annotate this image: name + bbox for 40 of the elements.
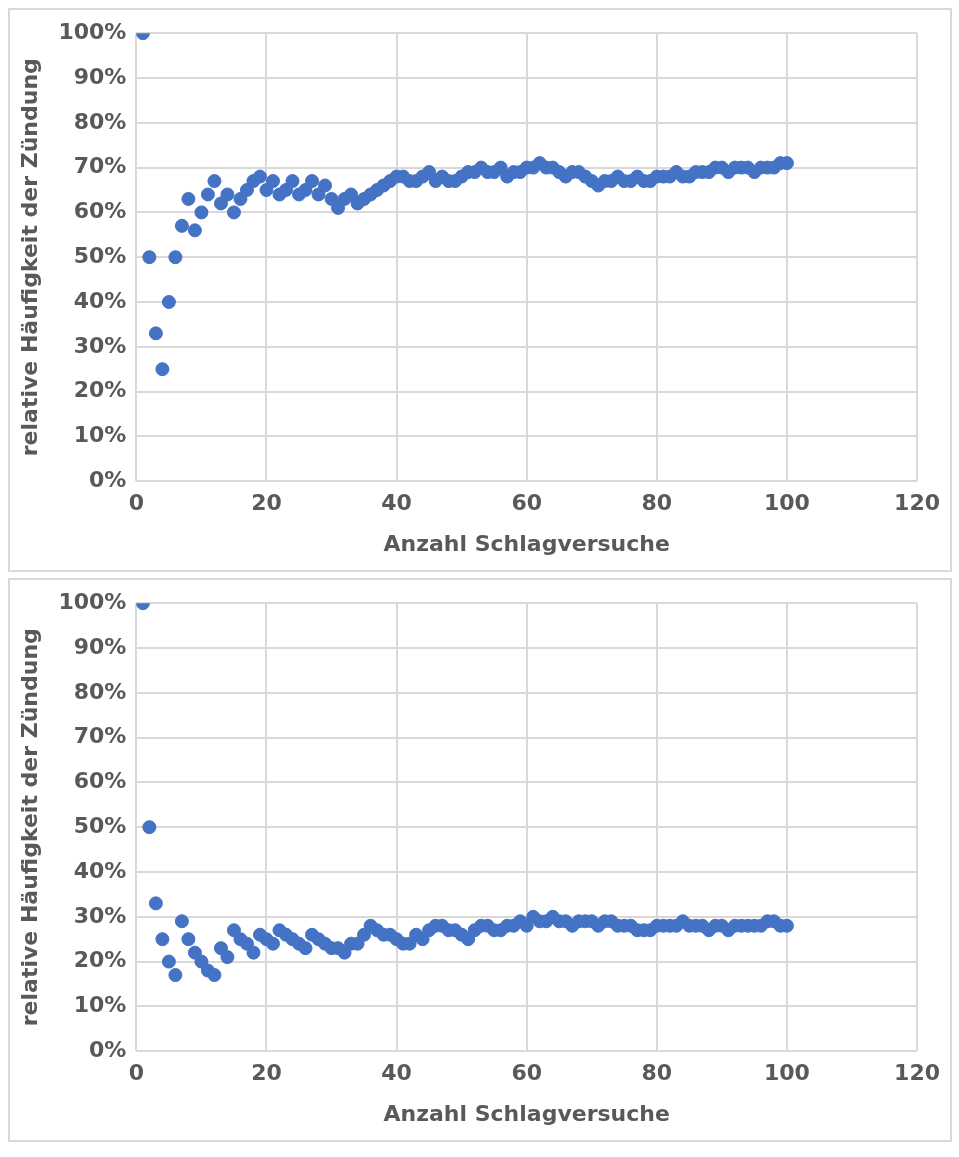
x-tick-label: 40	[381, 490, 412, 516]
y-tick-label: 80%	[73, 108, 127, 134]
y-tick-label: 90%	[73, 63, 127, 89]
y-tick-label: 20%	[73, 377, 127, 403]
x-tick-label: 80	[641, 1060, 673, 1086]
x-tick-label: 80	[641, 490, 673, 516]
y-tick-label: 100%	[58, 18, 127, 44]
y-tick-label: 0%	[89, 1036, 127, 1062]
y-tick-label: 30%	[73, 902, 127, 928]
y-tick-label: 90%	[73, 633, 127, 659]
y-tick-label: 40%	[73, 287, 127, 313]
x-tick-label: 60	[511, 1060, 543, 1086]
x-tick-label: 0	[128, 1060, 145, 1086]
y-tick-label: 10%	[73, 422, 127, 448]
x-tick-label: 40	[381, 1060, 412, 1086]
y-tick-label: 60%	[73, 198, 127, 224]
y-tick-label: 60%	[73, 768, 127, 794]
x-tick-label: 20	[251, 1060, 282, 1086]
y-tick-label: 100%	[58, 588, 127, 614]
y-axis-title: relative Häufigkeit der Zündung	[16, 58, 42, 457]
y-axis-title: relative Häufigkeit der Zündung	[16, 628, 42, 1027]
y-tick-label: 50%	[73, 812, 127, 838]
x-tick-label: 100	[763, 1060, 810, 1086]
x-axis-title: Anzahl Schlagversuche	[383, 1100, 670, 1126]
y-tick-label: 50%	[73, 242, 127, 268]
y-tick-label: 10%	[73, 992, 127, 1018]
y-tick-label: 80%	[73, 678, 127, 704]
x-tick-label: 20	[251, 490, 282, 516]
y-tick-label: 70%	[73, 153, 127, 179]
y-tick-label: 70%	[73, 723, 127, 749]
y-tick-label: 0%	[89, 466, 127, 492]
x-axis-title: Anzahl Schlagversuche	[383, 530, 670, 556]
x-tick-label: 120	[894, 490, 941, 516]
x-tick-label: 100	[763, 490, 810, 516]
y-tick-label: 20%	[73, 947, 127, 973]
y-tick-label: 40%	[73, 857, 127, 883]
x-tick-label: 60	[511, 490, 543, 516]
x-tick-label: 120	[894, 1060, 941, 1086]
y-tick-label: 30%	[73, 332, 127, 358]
x-tick-label: 0	[128, 490, 145, 516]
